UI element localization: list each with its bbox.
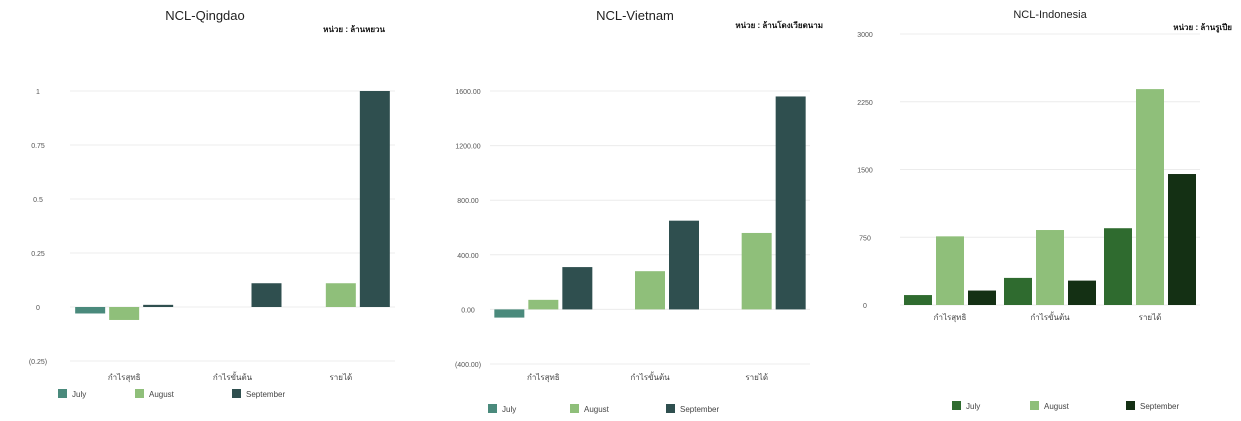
category-label: กำไรสุทธิ	[108, 373, 141, 382]
legend-label: September	[246, 390, 285, 399]
legend-label: July	[966, 402, 980, 411]
bar-september	[669, 220, 699, 310]
category-label: กำไรขั้นต้น	[1030, 311, 1070, 322]
legend-label: August	[1044, 402, 1070, 411]
y-tick-label: 1500	[857, 168, 873, 175]
category-label: รายได้	[1139, 313, 1162, 322]
legend-swatch	[232, 389, 241, 398]
legend-swatch	[570, 404, 579, 413]
bar-july	[1104, 228, 1132, 305]
bar-september	[562, 267, 593, 310]
category-label: รายได้	[745, 373, 768, 382]
y-tick-label: (0.25)	[29, 359, 47, 366]
chart-svg-vietnam: NCL-Vietnam หน่วย : ล้านโดงเวียดนาม (400…	[455, 8, 823, 414]
unit-label: หน่วย : ล้านหยวน	[323, 24, 385, 34]
bar-september	[251, 283, 282, 307]
y-tick-label: 1600.00	[455, 89, 480, 96]
bar-july	[494, 309, 525, 318]
bar-september	[775, 96, 806, 310]
bar-july	[904, 295, 932, 305]
y-tick-label: 0.5	[33, 197, 43, 204]
bar-august	[741, 232, 772, 310]
y-tick-label: (400.00)	[455, 362, 481, 369]
y-tick-label: 1	[36, 89, 40, 96]
category-label: กำไรสุทธิ	[934, 313, 967, 322]
y-tick-label: 0.25	[31, 251, 45, 258]
bar-september	[359, 91, 390, 307]
bar-august	[528, 299, 559, 310]
chart-panel-vietnam: NCL-Vietnam หน่วย : ล้านโดงเวียดนาม (400…	[415, 0, 825, 421]
bar-august	[936, 236, 964, 305]
bar-august	[1136, 89, 1164, 305]
legend-label: July	[502, 405, 516, 414]
category-label: กำไรสุทธิ	[527, 373, 560, 382]
y-tick-label: 0.75	[31, 143, 45, 150]
category-label: รายได้	[329, 373, 352, 382]
unit-label: หน่วย : ล้านรูเปีย	[1173, 22, 1232, 33]
legend-swatch	[58, 389, 67, 398]
y-tick-label: 400.00	[457, 253, 479, 260]
chart-title: NCL-Indonesia	[1013, 9, 1087, 21]
legend-label: July	[72, 390, 86, 399]
y-tick-label: 750	[859, 235, 871, 242]
y-tick-label: 2250	[857, 100, 873, 107]
chart-title: NCL-Vietnam	[596, 8, 674, 23]
legend-swatch	[666, 404, 675, 413]
chart-panel-indonesia: NCL-Indonesia หน่วย : ล้านรูเปีย 0 750 150…	[830, 0, 1240, 421]
bar-august	[109, 307, 140, 320]
category-label: กำไรขั้นต้น	[630, 371, 670, 382]
y-tick-label: 800.00	[457, 198, 479, 205]
legend-swatch	[1126, 401, 1135, 410]
chart-svg-qingdao: NCL-Qingdao หน่วย : ล้านหยวน (0.25) 0 0.25…	[29, 8, 395, 399]
bar-september	[143, 304, 174, 307]
unit-label: หน่วย : ล้านโดงเวียดนาม	[735, 20, 823, 30]
chart-title: NCL-Qingdao	[165, 8, 245, 23]
bar-september	[1068, 280, 1096, 305]
y-tick-label: 3000	[857, 32, 873, 39]
legend-label: August	[584, 405, 610, 414]
y-tick-label: 0.00	[461, 307, 475, 314]
bar-september	[968, 290, 996, 305]
category-label: กำไรขั้นต้น	[213, 371, 253, 382]
y-tick-label: 0	[36, 305, 40, 312]
legend-swatch	[1030, 401, 1039, 410]
legend-swatch	[488, 404, 497, 413]
legend-swatch	[135, 389, 144, 398]
bar-july	[75, 307, 106, 314]
bar-august	[1036, 230, 1064, 305]
y-tick-label: 1200.00	[455, 144, 480, 151]
legend-label: August	[149, 390, 175, 399]
chart-panel-qingdao: NCL-Qingdao หน่วย : ล้านหยวน (0.25) 0 0.25…	[0, 0, 410, 421]
chart-svg-indonesia: NCL-Indonesia หน่วย : ล้านรูเปีย 0 750 150…	[857, 9, 1232, 411]
bar-september	[1168, 174, 1196, 305]
legend-label: September	[1140, 402, 1179, 411]
bar-august	[635, 271, 665, 310]
bar-august	[325, 283, 356, 307]
bar-july	[1004, 277, 1032, 305]
legend-label: September	[680, 405, 719, 414]
y-tick-label: 0	[863, 303, 867, 310]
legend-swatch	[952, 401, 961, 410]
